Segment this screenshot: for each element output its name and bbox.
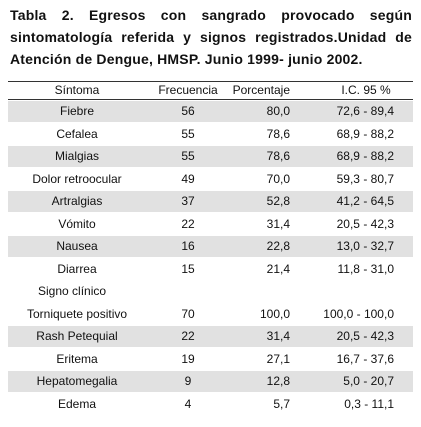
table-row: Torniquete positivo 70 100,0 100,0 - 100,0 <box>8 304 413 325</box>
table-cell: Fiebre <box>59 104 94 118</box>
table-cell: 21,4 <box>266 261 290 276</box>
table-cell: 22 <box>181 329 195 343</box>
header-cell: Porcentaje <box>232 83 290 97</box>
table-cell: 55 <box>181 149 195 163</box>
table-row: Artralgias 37 52,8 41,2 - 64,5 <box>8 191 413 212</box>
table-cell: 4 <box>184 396 192 411</box>
table-cell: 5,0 - 20,7 <box>343 374 394 388</box>
table-cell: 16 <box>181 239 195 253</box>
table-cell: Torniquete positivo <box>26 306 128 321</box>
table-row: Dolor retroocular 49 70,0 59,3 - 80,7 <box>8 169 413 190</box>
table-cell: Cefalea <box>56 126 98 141</box>
table-cell: 55 <box>181 126 195 141</box>
table-cell: Mialgias <box>54 149 99 163</box>
header-cell: I.C. 95 % <box>341 83 391 97</box>
table-cell: 27,1 <box>266 351 290 366</box>
table-cell: Dolor retroocular <box>32 171 122 186</box>
table-row: Fiebre 56 80,0 72,6 - 89,4 <box>8 101 413 122</box>
table-cell: 31,4 <box>266 216 290 231</box>
table-cell: 37 <box>181 194 195 208</box>
table-cell: 11,8 - 31,0 <box>337 261 394 276</box>
section-label: Signo clínico <box>38 284 107 298</box>
table-cell: 100,0 <box>259 306 290 321</box>
table-cell: 16,7 - 37,6 <box>336 351 394 366</box>
table-cell: 100,0 - 100,0 <box>323 306 394 321</box>
table-cell: 70 <box>181 306 195 321</box>
header-cell: Síntoma <box>54 83 100 97</box>
table-cell: 80,0 <box>266 104 290 118</box>
table-cell: Edema <box>57 396 97 411</box>
table-cell: 59,3 - 80,7 <box>336 171 394 186</box>
table-cell: 22,8 <box>266 239 290 253</box>
table-cell: Eritema <box>56 351 98 366</box>
table-row: Cefalea 55 78,6 68,9 - 88,2 <box>8 124 413 145</box>
table-row: Hepatomegalia 9 12,8 5,0 - 20,7 <box>8 371 413 392</box>
table-cell: 72,6 - 89,4 <box>336 104 394 118</box>
table-cell: Hepatomegalia <box>36 374 118 388</box>
table-cell: 13,0 - 32,7 <box>336 239 394 253</box>
table-row: Edema 4 5,7 0,3 - 11,1 <box>8 394 413 415</box>
table-row: Rash Petequial 22 31,4 20,5 - 42,3 <box>8 326 413 347</box>
table-row: Eritema 19 27,1 16,7 - 37,6 <box>8 349 413 370</box>
table-cell: 0,3 - 11,1 <box>344 396 394 411</box>
table-cell: 5,7 <box>273 396 290 411</box>
table-cell: Artralgias <box>51 194 103 208</box>
table-cell: 20,5 - 42,3 <box>336 216 394 231</box>
table-cell: Diarrea <box>57 261 97 276</box>
table-cell: 78,6 <box>266 149 290 163</box>
table-cell: 41,2 - 64,5 <box>336 194 394 208</box>
header-row: Síntoma Frecuencia Porcentaje I.C. 95 % <box>8 81 413 100</box>
table-cell: 15 <box>181 261 195 276</box>
table-cell: 56 <box>181 104 195 118</box>
table-cell: 20,5 - 42,3 <box>336 329 394 343</box>
table-row: Nausea 16 22,8 13,0 - 32,7 <box>8 236 413 257</box>
table-cell: 19 <box>181 351 195 366</box>
table-cell: 49 <box>181 171 195 186</box>
table-cell: Vómito <box>58 216 96 231</box>
table-cell: Nausea <box>56 239 98 253</box>
table-title: Tabla 2. Egresos con sangrado provocado … <box>10 7 412 67</box>
table-cell: 52,8 <box>266 194 290 208</box>
table-cell: 68,9 - 88,2 <box>336 149 394 163</box>
table-cell: Rash Petequial <box>36 329 118 343</box>
table-row: Vómito 22 31,4 20,5 - 42,3 <box>8 214 413 235</box>
header-cell: Frecuencia <box>158 83 218 97</box>
table-cell: 78,6 <box>266 126 290 141</box>
table-cell: 9 <box>184 374 192 388</box>
table-cell: 68,9 - 88,2 <box>336 126 394 141</box>
table-cell: 12,8 <box>266 374 290 388</box>
table-row: Mialgias 55 78,6 68,9 - 88,2 <box>8 146 413 167</box>
table-cell: 70,0 <box>266 171 290 186</box>
table-cell: 31,4 <box>266 329 290 343</box>
table-cell: 22 <box>181 216 195 231</box>
table-row: Signo clínico <box>8 281 413 302</box>
table-row: Diarrea 15 21,4 11,8 - 31,0 <box>8 259 413 280</box>
